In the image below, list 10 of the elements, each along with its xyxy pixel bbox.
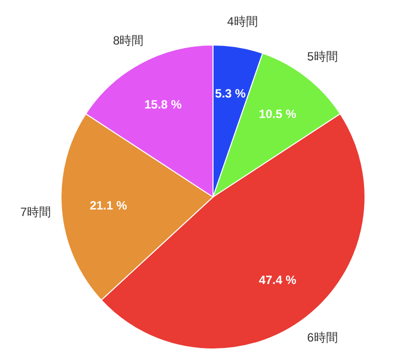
data-label: 21.1 % xyxy=(90,198,128,213)
slice-label: 4時間 xyxy=(227,14,258,28)
data-label: 10.5 % xyxy=(258,107,297,122)
data-label: 15.8 % xyxy=(144,98,182,112)
slice-label: 6時間 xyxy=(307,330,338,344)
data-label: 5.3 % xyxy=(215,86,246,100)
slice-label: 7時間 xyxy=(20,204,51,219)
slice-label: 5時間 xyxy=(307,50,338,64)
data-label: 47.4 % xyxy=(258,272,297,287)
slice-label: 8時間 xyxy=(112,33,144,48)
